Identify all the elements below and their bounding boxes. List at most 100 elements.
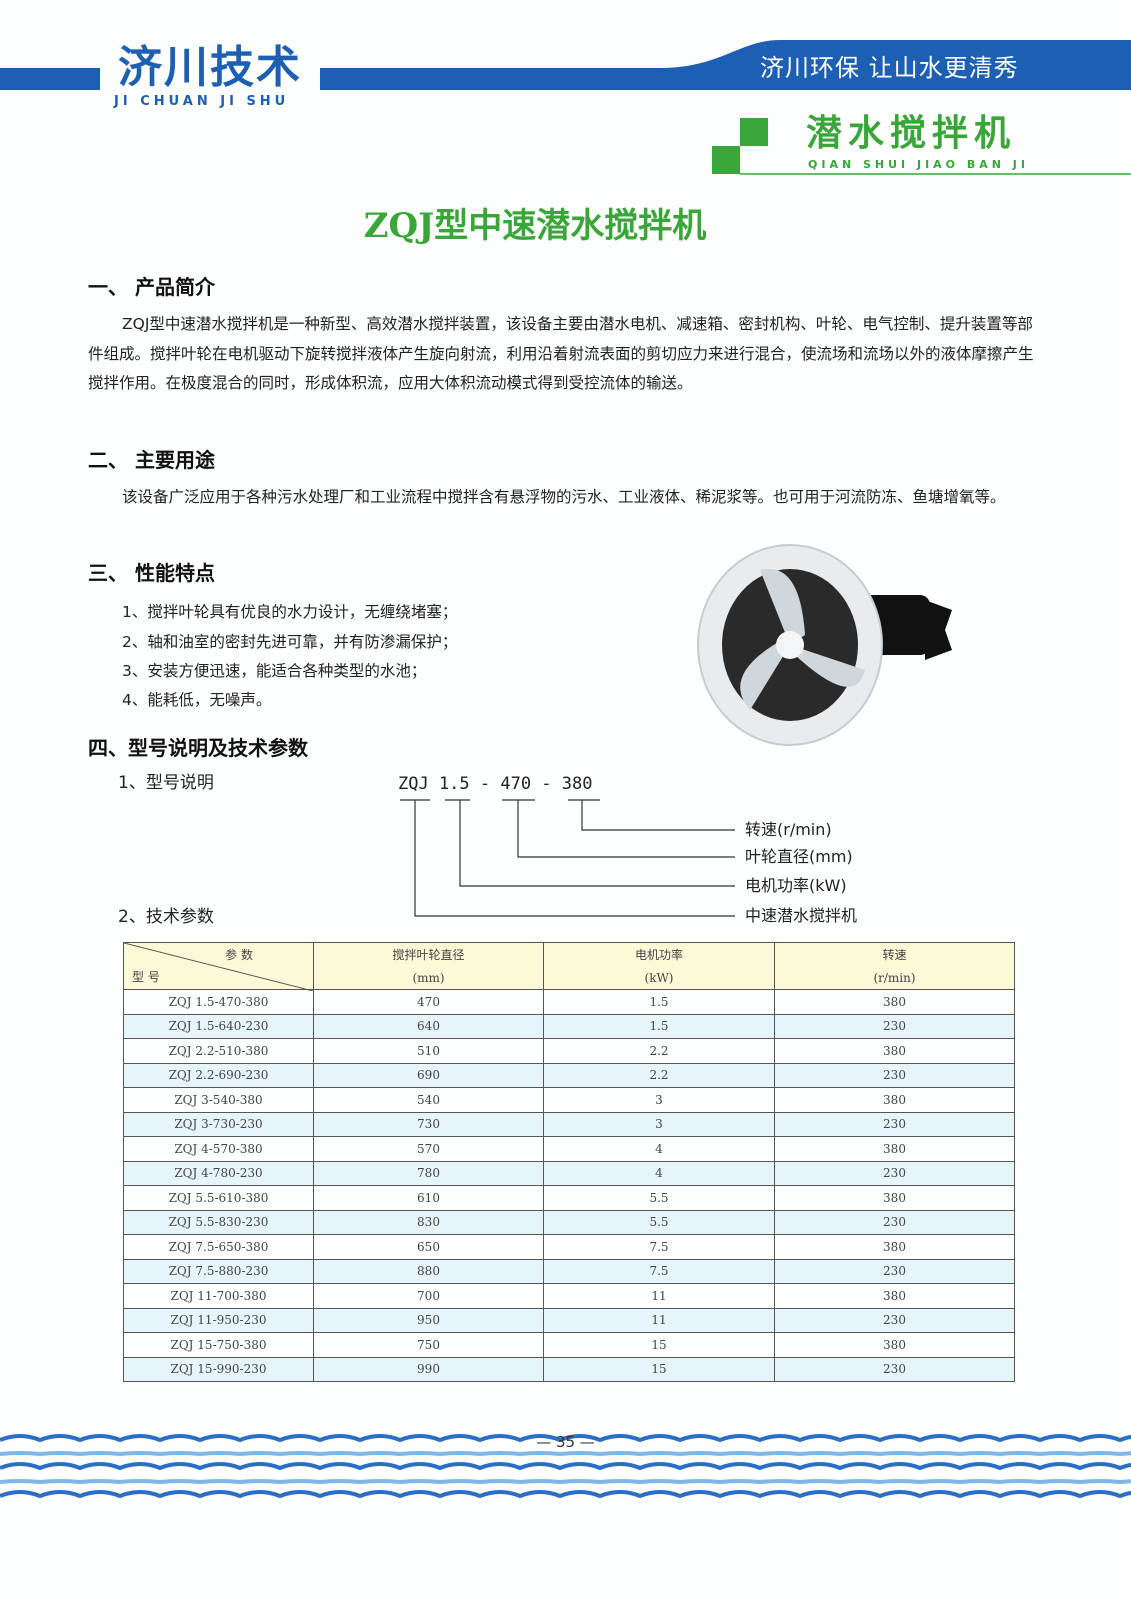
company-logo: 济川技术 <box>112 44 308 92</box>
product-category: 潜水搅拌机 <box>806 113 1017 154</box>
feature-item: 4、能耗低，无噪声。 <box>122 691 272 709</box>
value-cell: 650 <box>313 1234 544 1260</box>
model-cell: ZQJ 3-540-380 <box>123 1087 314 1113</box>
value-cell: 380 <box>774 1136 1015 1162</box>
label-product-type: 中速潜水搅拌机 <box>745 906 858 925</box>
value-cell: 880 <box>313 1258 544 1284</box>
value-cell: 2.2 <box>543 1062 775 1088</box>
label-motor-power: 电机功率(kW) <box>745 876 847 895</box>
value-cell: 380 <box>774 1087 1015 1113</box>
table-row: ZQJ 15-750-380 750 15 380 <box>123 1332 1015 1358</box>
model-cell: ZQJ 7.5-650-380 <box>123 1234 314 1260</box>
header-blue-band <box>0 40 1131 90</box>
wave-line <box>0 1479 1131 1485</box>
value-cell: 1.5 <box>543 1013 775 1039</box>
technical-parameters-table: 参 数 型 号 搅拌叶轮直径 电机功率 转速 (mm) (kW) (r/min)… <box>123 942 1015 1382</box>
table-row: ZQJ 3-540-380 540 3 380 <box>123 1087 1015 1113</box>
value-cell: 15 <box>543 1332 775 1358</box>
model-code: ZQJ 1.5 - 470 - 380 <box>398 774 593 794</box>
table-row: ZQJ 1.5-470-380 470 1.5 380 <box>123 989 1015 1015</box>
value-cell: 7.5 <box>543 1234 775 1260</box>
value-cell: 4 <box>543 1160 775 1186</box>
page-number: — 35 — <box>536 1433 595 1451</box>
value-cell: 230 <box>774 1209 1015 1235</box>
model-cell: ZQJ 1.5-640-230 <box>123 1013 314 1039</box>
value-cell: 5.5 <box>543 1185 775 1211</box>
value-cell: 380 <box>774 1234 1015 1260</box>
value-cell: 640 <box>313 1013 544 1039</box>
corner-header-cell: 参 数 型 号 <box>123 942 314 991</box>
subheading-params: 2、技术参数 <box>118 907 214 927</box>
value-cell: 380 <box>774 1332 1015 1358</box>
value-cell: 15 <box>543 1356 775 1382</box>
column-unit: (kW) <box>543 966 775 990</box>
column-header: 转速 <box>774 942 1015 966</box>
model-cell: ZQJ 11-950-230 <box>123 1307 314 1333</box>
value-cell: 380 <box>774 1185 1015 1211</box>
table-row: ZQJ 4-780-230 780 4 230 <box>123 1160 1015 1186</box>
wave-line <box>0 1462 1131 1471</box>
value-cell: 830 <box>313 1209 544 1235</box>
column-header: 电机功率 <box>543 942 775 966</box>
table-row: ZQJ 11-950-230 950 11 230 <box>123 1307 1015 1333</box>
model-cell: ZQJ 5.5-610-380 <box>123 1185 314 1211</box>
table-row: ZQJ 1.5-640-230 640 1.5 230 <box>123 1013 1015 1039</box>
section-heading: 四、型号说明及技术参数 <box>88 736 308 760</box>
model-diagram-lines <box>400 799 735 917</box>
model-cell: ZQJ 4-570-380 <box>123 1136 314 1162</box>
mixer-product-photo <box>697 544 952 746</box>
page-title: ZQJ型中速潜水搅拌机 <box>363 206 707 246</box>
section-heading: 二、 主要用途 <box>88 448 215 472</box>
value-cell: 3 <box>543 1087 775 1113</box>
model-cell: ZQJ 4-780-230 <box>123 1160 314 1186</box>
value-cell: 780 <box>313 1160 544 1186</box>
intro-paragraph: ZQJ型中速潜水搅拌机是一种新型、高效潜水搅拌装置，该设备主要由潜水电机、减速箱… <box>88 315 1034 392</box>
value-cell: 3 <box>543 1111 775 1137</box>
wave-line <box>0 1490 1131 1499</box>
value-cell: 750 <box>313 1332 544 1358</box>
model-cell: ZQJ 7.5-880-230 <box>123 1258 314 1284</box>
column-unit: (r/min) <box>774 966 1015 990</box>
value-cell: 230 <box>774 1062 1015 1088</box>
wave-line <box>0 1434 1131 1443</box>
diagonal-divider <box>124 943 313 991</box>
table-row: ZQJ 3-730-230 730 3 230 <box>123 1111 1015 1137</box>
value-cell: 610 <box>313 1185 544 1211</box>
value-cell: 11 <box>543 1307 775 1333</box>
value-cell: 4 <box>543 1136 775 1162</box>
value-cell: 990 <box>313 1356 544 1382</box>
value-cell: 230 <box>774 1160 1015 1186</box>
value-cell: 1.5 <box>543 989 775 1015</box>
value-cell: 11 <box>543 1283 775 1309</box>
value-cell: 380 <box>774 1283 1015 1309</box>
feature-item: 1、搅拌叶轮具有优良的水力设计，无缠绕堵塞； <box>122 603 458 621</box>
section-heading: 一、 产品简介 <box>88 275 215 299</box>
model-cell: ZQJ 1.5-470-380 <box>123 989 314 1015</box>
model-cell: ZQJ 5.5-830-230 <box>123 1209 314 1235</box>
table-row: ZQJ 4-570-380 570 4 380 <box>123 1136 1015 1162</box>
wave-line <box>0 1451 1131 1457</box>
value-cell: 230 <box>774 1111 1015 1137</box>
value-cell: 230 <box>774 1258 1015 1284</box>
model-cell: ZQJ 15-750-380 <box>123 1332 314 1358</box>
value-cell: 540 <box>313 1087 544 1113</box>
company-logo-pinyin: JI CHUAN JI SHU <box>114 94 290 109</box>
value-cell: 230 <box>774 1356 1015 1382</box>
usage-paragraph: 该设备广泛应用于各种污水处理厂和工业流程中搅拌含有悬浮物的污水、工业液体、稀泥浆… <box>122 488 1006 506</box>
column-unit: (mm) <box>313 966 544 990</box>
value-cell: 700 <box>313 1283 544 1309</box>
value-cell: 230 <box>774 1013 1015 1039</box>
value-cell: 510 <box>313 1038 544 1064</box>
value-cell: 470 <box>313 989 544 1015</box>
feature-item: 3、安装方便迅速，能适合各种类型的水池； <box>122 662 427 680</box>
column-header: 搅拌叶轮直径 <box>313 942 544 966</box>
value-cell: 950 <box>313 1307 544 1333</box>
table-row: ZQJ 5.5-830-230 830 5.5 230 <box>123 1209 1015 1235</box>
table-row: ZQJ 2.2-510-380 510 2.2 380 <box>123 1038 1015 1064</box>
table-row: ZQJ 15-990-230 990 15 230 <box>123 1356 1015 1382</box>
value-cell: 380 <box>774 1038 1015 1064</box>
model-cell: ZQJ 15-990-230 <box>123 1356 314 1382</box>
value-cell: 380 <box>774 989 1015 1015</box>
corner-label-params: 参 数 <box>225 948 253 962</box>
